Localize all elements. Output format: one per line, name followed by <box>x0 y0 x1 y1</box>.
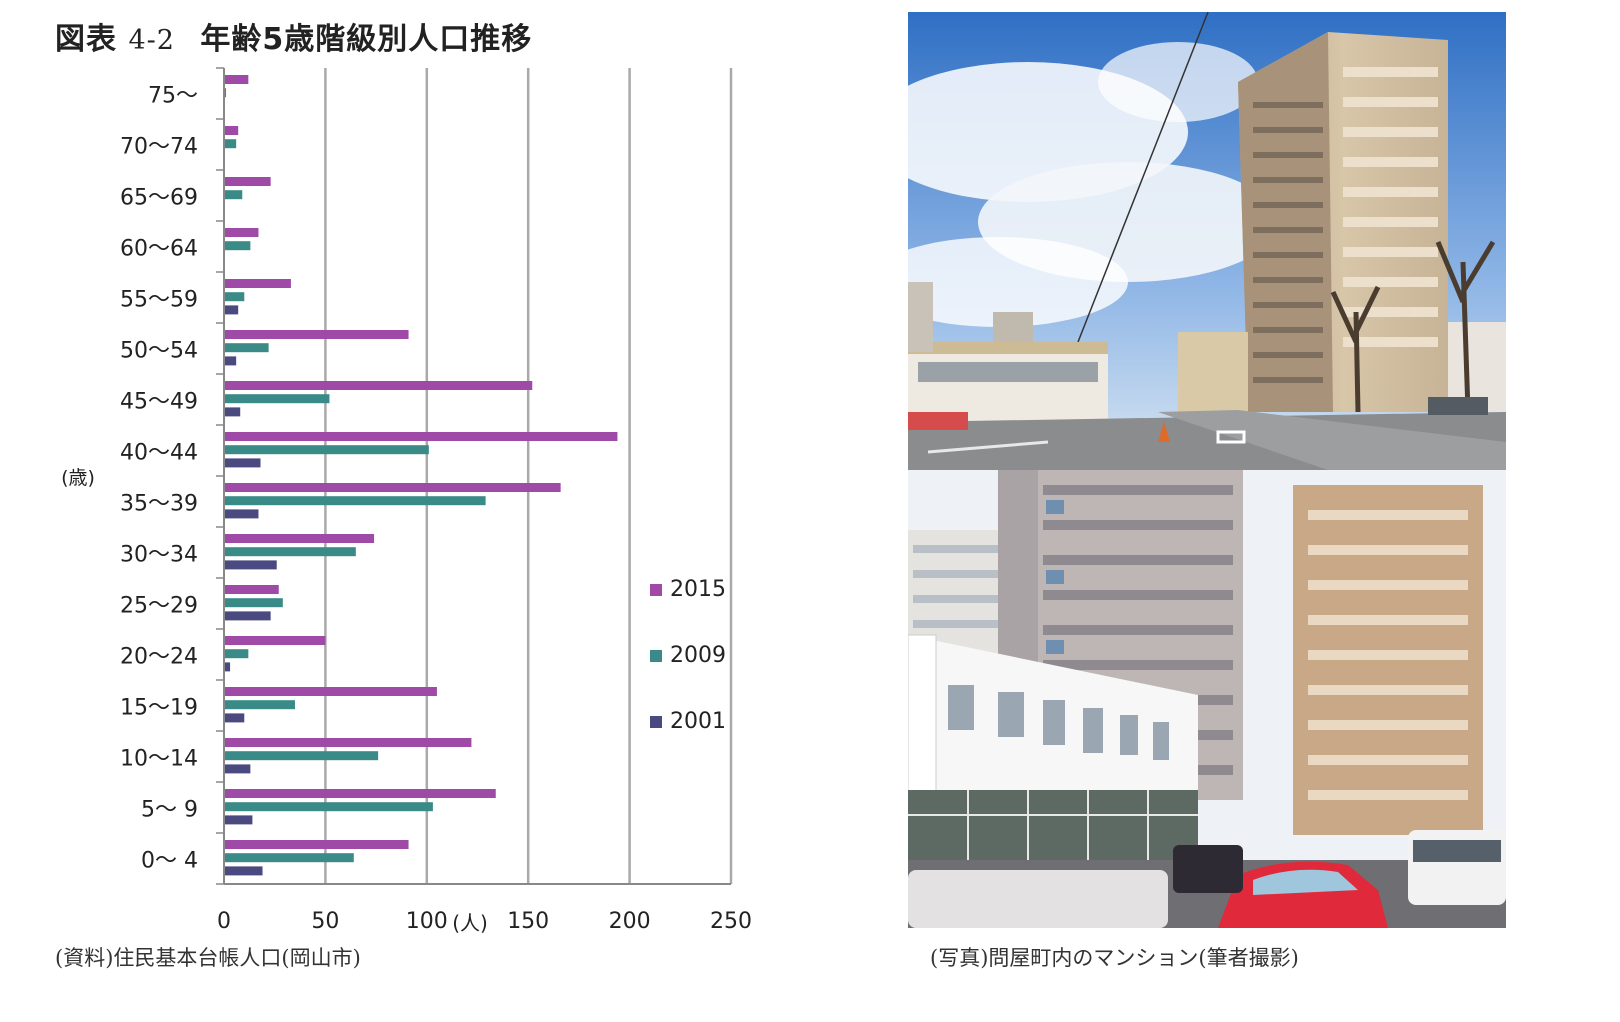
y-tick-label: 75〜 <box>148 84 198 109</box>
bar-2015-3 <box>224 228 259 237</box>
x-tick-label: 0 <box>217 909 231 934</box>
bar-2009-5 <box>224 343 269 353</box>
bar-2009-9 <box>224 547 356 557</box>
bar-2001-6 <box>224 407 241 417</box>
bar-2001-11 <box>224 662 231 672</box>
y-tick-label: 25〜29 <box>120 594 198 619</box>
bar-2001-10 <box>224 611 271 621</box>
legend-label-2009: 2009 <box>670 643 726 668</box>
bar-2015-15 <box>224 840 409 849</box>
y-tick-label: 0〜 4 <box>141 849 198 874</box>
figure-title-text: 年齢5歳階級別人口推移 <box>200 22 533 57</box>
population-bar-chart: 75〜 70〜74 65〜69 60〜64 55〜59 50〜54 45〜49 40〜44 35… <box>61 67 752 935</box>
y-tick-label: 40〜44 <box>120 441 198 466</box>
bar-2015-12 <box>224 687 437 696</box>
bar-2009-6 <box>224 394 330 404</box>
figure-title-prefix: 図表 <box>55 22 117 57</box>
figure-title: 図表 4-2 年齢5歳階級別人口推移 <box>55 14 532 58</box>
bar-2015-0 <box>224 75 249 84</box>
bar-2009-12 <box>224 700 295 710</box>
bar-2001-7 <box>224 458 261 468</box>
y-tick-label: 65〜69 <box>120 186 198 211</box>
bar-2015-11 <box>224 636 326 645</box>
bar-2009-2 <box>224 190 243 200</box>
bar-2001-13 <box>224 764 251 774</box>
bar-2009-14 <box>224 802 433 812</box>
bar-2009-10 <box>224 598 283 608</box>
bar-2015-13 <box>224 738 472 747</box>
street-apartment-photo <box>908 12 1506 470</box>
y-tick-label: 55〜59 <box>120 288 198 313</box>
figure-title-number: 4-2 <box>128 25 175 56</box>
legend-swatch-2015 <box>650 584 662 596</box>
apartment-blocks-photo <box>908 470 1506 928</box>
bar-2015-14 <box>224 789 496 798</box>
bar-2015-7 <box>224 432 618 441</box>
bar-2001-15 <box>224 866 263 876</box>
photo-caption: (写真)問屋町内のマンション(筆者撮影) <box>930 946 1299 970</box>
bar-2015-5 <box>224 330 409 339</box>
y-tick-label: 50〜54 <box>120 339 198 364</box>
y-tick-label: 20〜24 <box>120 645 198 670</box>
bar-2015-4 <box>224 279 291 288</box>
legend-label-2001: 2001 <box>670 709 726 734</box>
bar-2001-14 <box>224 815 253 825</box>
bar-2015-8 <box>224 483 561 492</box>
bar-2015-2 <box>224 177 271 186</box>
y-tick-label: 45〜49 <box>120 390 198 415</box>
y-tick-label: 70〜74 <box>120 135 198 160</box>
bar-2015-1 <box>224 126 239 135</box>
y-tick-label: 15〜19 <box>120 696 198 721</box>
bar-2009-1 <box>224 139 237 149</box>
bar-2001-4 <box>224 305 239 315</box>
bar-2001-8 <box>224 509 259 519</box>
y-tick-label: 35〜39 <box>120 492 198 517</box>
bar-2009-13 <box>224 751 379 761</box>
bar-2009-7 <box>224 445 429 455</box>
source-caption: (資料)住民基本台帳人口(岡山市) <box>55 946 361 970</box>
bar-2001-5 <box>224 356 237 366</box>
x-tick-label: 100 <box>406 909 448 934</box>
legend-label-2015: 2015 <box>670 577 726 602</box>
bar-2015-9 <box>224 534 375 543</box>
bar-2009-15 <box>224 853 354 863</box>
bar-2009-4 <box>224 292 245 302</box>
y-tick-label: 10〜14 <box>120 747 198 772</box>
y-tick-label: 60〜64 <box>120 237 198 262</box>
bar-2009-8 <box>224 496 486 506</box>
y-tick-label: 30〜34 <box>120 543 198 568</box>
bar-2001-9 <box>224 560 277 570</box>
x-tick-label: 200 <box>609 909 651 934</box>
bar-2015-6 <box>224 381 533 390</box>
bar-2015-10 <box>224 585 279 594</box>
y-tick-label: 5〜 9 <box>141 798 198 823</box>
x-unit-label: (人) <box>452 911 488 935</box>
legend-swatch-2001 <box>650 716 662 728</box>
x-tick-label: 50 <box>311 909 339 934</box>
x-tick-label: 150 <box>507 909 549 934</box>
bar-2009-11 <box>224 649 249 659</box>
bar-2009-3 <box>224 241 251 251</box>
bar-2001-12 <box>224 713 245 723</box>
x-tick-label: 250 <box>710 909 752 934</box>
y-unit-label: (歳) <box>61 467 95 489</box>
bar-2009-0 <box>224 88 227 98</box>
legend-swatch-2009 <box>650 650 662 662</box>
